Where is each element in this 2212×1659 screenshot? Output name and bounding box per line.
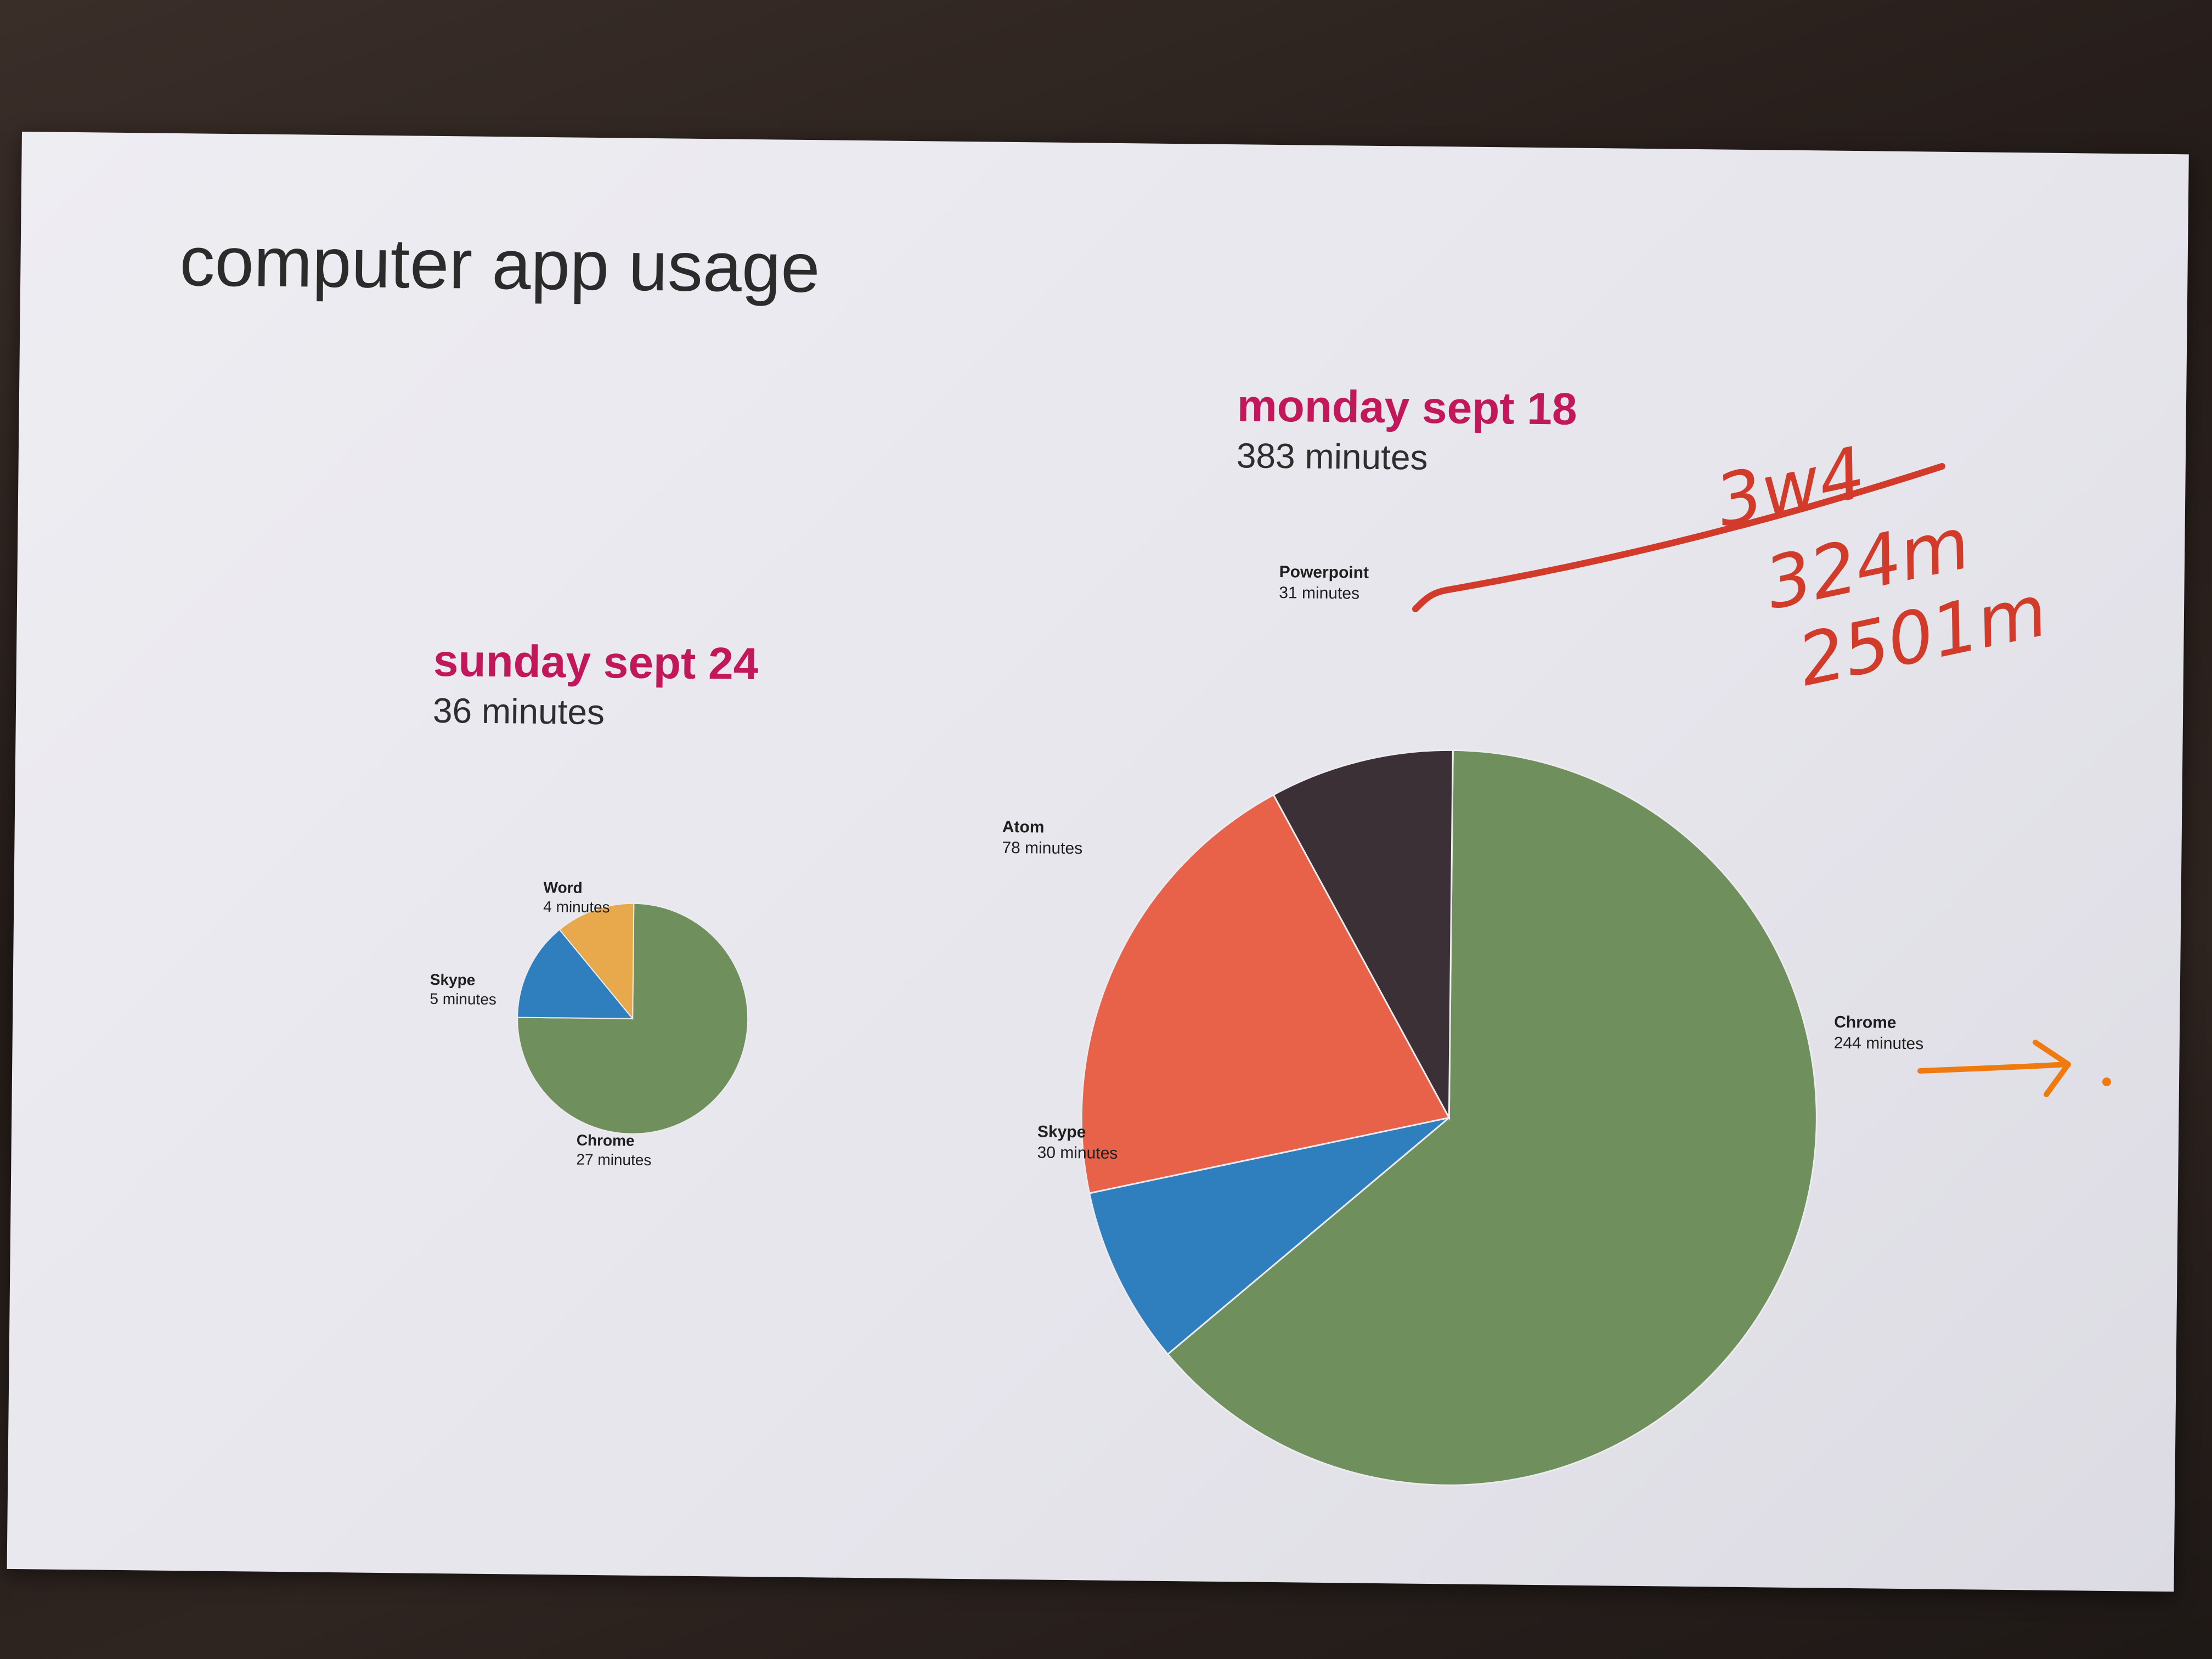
slice-value: 78 minutes	[1002, 838, 1083, 857]
slice-name: Skype	[430, 970, 476, 989]
pie-slice-atom	[1080, 793, 1451, 1194]
slice-name: Atom	[1002, 817, 1045, 837]
paper-sheet: computer app usage sunday sept 24 36 min…	[7, 132, 2189, 1592]
pie-slice-word	[558, 902, 635, 1020]
slice-name: Powerpoint	[1279, 563, 1369, 582]
slice-label-powerpoint: Powerpoint 31 minutes	[1279, 562, 1369, 604]
pie-slice-chrome	[1166, 749, 1818, 1486]
slice-label-skype: Skype 5 minutes	[430, 970, 496, 1009]
slice-name: Chrome	[576, 1131, 635, 1149]
slice-label-skype: Skype 30 minutes	[1037, 1121, 1118, 1164]
slice-value: 5 minutes	[430, 990, 497, 1008]
slice-label-chrome: Chrome 244 minutes	[1834, 1012, 1924, 1054]
slice-value: 31 minutes	[1279, 583, 1360, 603]
pie-slice-chrome	[517, 902, 749, 1135]
pie-chart-monday: monday sept 18 383 minutes Powerpoint 31…	[973, 377, 2082, 1541]
page-title: computer app usage	[179, 222, 821, 308]
pie-slice-powerpoint	[1272, 749, 1454, 1121]
slice-name: Word	[543, 879, 583, 896]
slice-name: Skype	[1037, 1122, 1086, 1142]
pie-svg	[1080, 749, 1818, 1486]
slice-name: Chrome	[1834, 1013, 1897, 1032]
slice-label-chrome: Chrome 27 minutes	[576, 1131, 652, 1170]
pie-svg	[517, 902, 749, 1135]
pie-slice-skype	[517, 929, 634, 1019]
slice-value: 244 minutes	[1833, 1034, 1924, 1053]
pie-slice-skype	[1088, 1116, 1450, 1356]
pie-chart-sunday: sunday sept 24 36 minutes Word 4 minutes…	[394, 635, 840, 1297]
slice-value: 30 minutes	[1037, 1143, 1118, 1163]
slice-label-atom: Atom 78 minutes	[1002, 817, 1083, 859]
slice-label-word: Word 4 minutes	[543, 878, 610, 917]
slice-value: 27 minutes	[576, 1150, 652, 1169]
slice-value: 4 minutes	[543, 898, 610, 916]
